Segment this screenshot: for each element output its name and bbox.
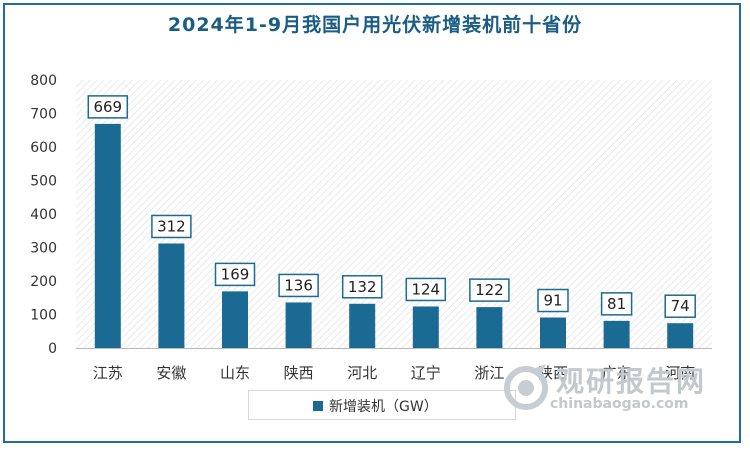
bar bbox=[94, 123, 121, 348]
y-tick-label: 100 bbox=[30, 308, 57, 324]
y-tick-label: 0 bbox=[48, 341, 57, 357]
x-tick-label: 山东 bbox=[220, 364, 250, 382]
data-label: 74 bbox=[671, 297, 690, 315]
y-tick-label: 300 bbox=[30, 241, 57, 257]
x-tick-label: 辽宁 bbox=[411, 364, 441, 382]
data-label-box bbox=[405, 277, 447, 302]
data-label-box bbox=[469, 278, 510, 302]
y-tick-label: 600 bbox=[30, 140, 57, 156]
bar bbox=[667, 323, 694, 348]
legend: 新增装机（GW） bbox=[248, 390, 516, 420]
data-label: 136 bbox=[284, 276, 313, 294]
x-tick-label: 河北 bbox=[347, 364, 377, 382]
y-tick-label: 800 bbox=[30, 73, 57, 89]
data-label: 122 bbox=[475, 281, 504, 299]
chart-title: 2024年1-9月我国户用光伏新增装机前十省份 bbox=[167, 14, 583, 36]
x-tick-label: 陕西 bbox=[538, 364, 568, 382]
bar bbox=[349, 303, 376, 348]
data-label-box bbox=[664, 294, 696, 318]
watermark-logo-icon bbox=[504, 364, 548, 410]
data-label-box bbox=[537, 288, 569, 313]
data-label: 169 bbox=[221, 265, 250, 283]
bar bbox=[285, 302, 312, 348]
bar bbox=[476, 307, 503, 348]
x-tick-label: 陕西 bbox=[284, 364, 314, 382]
bar bbox=[222, 291, 248, 348]
data-label: 132 bbox=[348, 278, 377, 296]
data-label-box bbox=[151, 214, 192, 239]
y-tick-label: 200 bbox=[30, 274, 57, 290]
x-tick-label: 安徽 bbox=[156, 364, 186, 382]
legend-label: 新增装机（GW） bbox=[329, 399, 438, 415]
bars-group: 669 312 169 136 132 124 122 91 81 74 bbox=[87, 95, 696, 348]
watermark: 观研报告网 chinabaogao.com bbox=[500, 360, 705, 420]
watermark-url: chinabaogao.com bbox=[550, 396, 689, 412]
y-tick-label: 400 bbox=[30, 207, 57, 223]
bar bbox=[603, 320, 630, 348]
data-label: 312 bbox=[157, 217, 186, 235]
data-label-box bbox=[341, 275, 383, 299]
legend-swatch bbox=[313, 401, 323, 411]
data-label: 124 bbox=[411, 280, 440, 298]
data-label-box bbox=[600, 292, 633, 316]
y-tick-label: 500 bbox=[30, 174, 57, 190]
bar bbox=[540, 317, 566, 348]
data-label-box bbox=[87, 95, 129, 119]
data-label: 81 bbox=[607, 295, 626, 313]
watermark-brand: 观研报告网 bbox=[556, 365, 707, 398]
x-tick-label: 广东 bbox=[602, 364, 632, 382]
data-label: 91 bbox=[543, 292, 562, 310]
x-tick-label: 江苏 bbox=[93, 364, 123, 382]
data-label-box bbox=[278, 273, 319, 298]
x-tick-label: 河南 bbox=[665, 364, 695, 382]
y-tick-label: 700 bbox=[30, 107, 57, 123]
x-tick-label: 浙江 bbox=[474, 364, 504, 382]
bar bbox=[412, 306, 439, 348]
data-label: 669 bbox=[93, 98, 122, 116]
data-label-box bbox=[214, 262, 256, 287]
bar bbox=[158, 243, 185, 348]
y-axis: 0 100 200 300 400 500 600 700 800 bbox=[30, 73, 57, 357]
x-axis: 江苏 安徽 山东 陕西 河北 辽宁 浙江 陕西 广东 河南 bbox=[76, 348, 712, 382]
